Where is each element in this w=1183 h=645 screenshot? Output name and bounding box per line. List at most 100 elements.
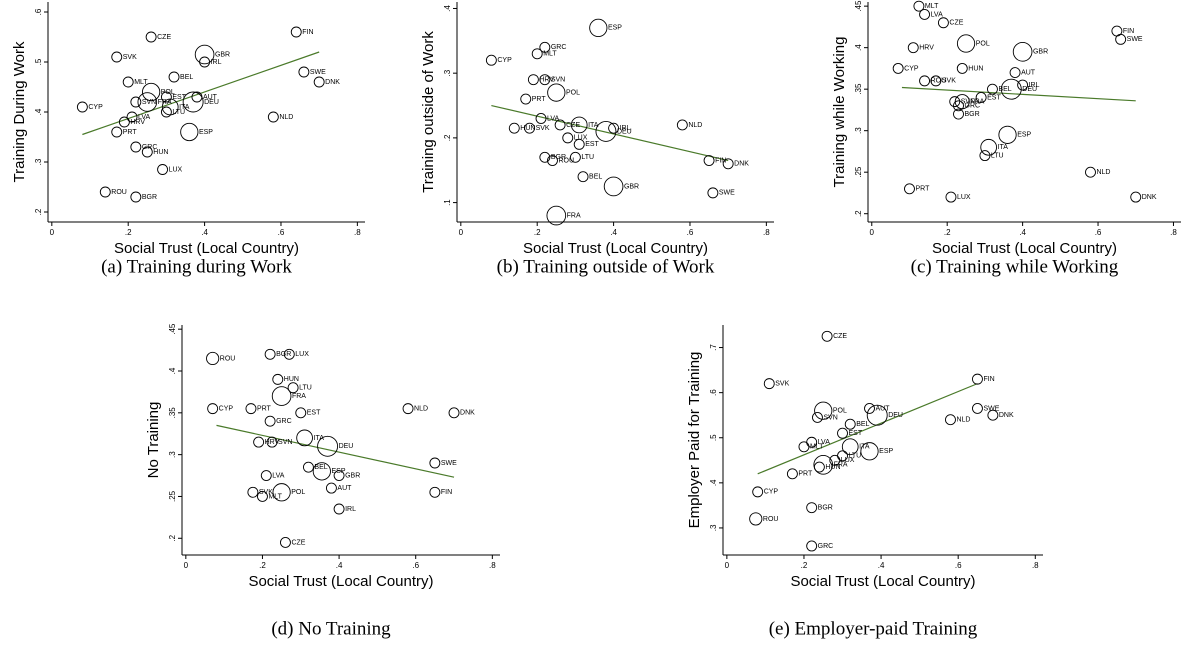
point-label: ITA bbox=[998, 144, 1009, 151]
point bbox=[763, 378, 775, 390]
y-tick-label: .25 bbox=[168, 490, 177, 502]
x-tick-label: .6 bbox=[412, 561, 419, 570]
point bbox=[608, 122, 620, 134]
point-label: BGR bbox=[276, 351, 291, 358]
point bbox=[531, 48, 543, 60]
point bbox=[707, 187, 719, 199]
point bbox=[271, 386, 292, 406]
point bbox=[180, 122, 199, 142]
point bbox=[866, 404, 888, 426]
point bbox=[972, 373, 983, 385]
point-label: ITA bbox=[179, 104, 190, 111]
point-label: BEL bbox=[856, 421, 869, 428]
y-axis-label: No Training bbox=[145, 402, 162, 479]
point-label: SWE bbox=[441, 460, 457, 467]
point-label: SVN bbox=[142, 99, 156, 106]
y-tick-label: .3 bbox=[443, 69, 452, 76]
point-label: GRC bbox=[965, 103, 981, 110]
point-label: POL bbox=[566, 89, 580, 96]
point-label: DNK bbox=[325, 79, 340, 86]
point-label: POL bbox=[833, 408, 847, 415]
y-tick-label: .45 bbox=[168, 323, 177, 335]
point bbox=[844, 418, 856, 430]
point bbox=[296, 429, 313, 447]
point-label: IRL bbox=[345, 506, 356, 513]
point bbox=[130, 96, 142, 108]
point bbox=[864, 402, 875, 414]
point bbox=[752, 486, 764, 498]
y-tick-label: .5 bbox=[709, 434, 718, 441]
point-label: SVK bbox=[775, 380, 789, 387]
x-tick-label: .4 bbox=[610, 228, 617, 237]
y-tick-label: .35 bbox=[168, 407, 177, 419]
point bbox=[812, 412, 823, 423]
point bbox=[577, 171, 589, 183]
y-tick-label: .6 bbox=[709, 389, 718, 396]
point-label: PRT bbox=[257, 405, 272, 412]
point-label: LTU bbox=[172, 109, 185, 116]
point-label: SVN bbox=[961, 98, 975, 105]
point-label: ESP bbox=[332, 468, 346, 475]
point-label: DEU bbox=[204, 99, 219, 106]
point-label: MLT bbox=[810, 444, 824, 451]
point bbox=[76, 101, 88, 113]
point bbox=[722, 158, 734, 170]
panel: 0 .2 .4 .6 .8 .3 .4 .5 .6 .7 Social Trust (Local C… bbox=[686, 325, 1043, 639]
point-label: GRC bbox=[551, 44, 567, 51]
x-tick-label: 0 bbox=[725, 561, 730, 570]
x-axis-label: Social Trust (Local Country) bbox=[523, 240, 708, 257]
point bbox=[749, 512, 763, 526]
point-label: ROU bbox=[220, 355, 236, 362]
x-tick-label: 0 bbox=[459, 228, 464, 237]
point bbox=[821, 330, 833, 342]
point-label: EST bbox=[987, 94, 1001, 101]
point bbox=[253, 436, 265, 448]
point-label: ITA bbox=[859, 444, 870, 451]
point bbox=[546, 205, 567, 226]
point bbox=[247, 486, 259, 498]
point-label: CZE bbox=[833, 333, 847, 340]
point-label: CYP bbox=[219, 405, 234, 412]
point bbox=[429, 457, 441, 469]
point-label: CYP bbox=[764, 489, 779, 496]
point bbox=[142, 82, 161, 102]
point-label: FRA bbox=[567, 212, 581, 219]
point-label: HRV bbox=[130, 119, 145, 126]
point-label: CYP bbox=[88, 104, 103, 111]
point-label: LUX bbox=[957, 194, 971, 201]
point bbox=[168, 71, 180, 83]
point-label: SVN bbox=[278, 439, 292, 446]
point-label: AUT bbox=[1021, 69, 1036, 76]
point bbox=[919, 75, 931, 87]
point bbox=[266, 436, 278, 448]
point-label: FIN bbox=[441, 489, 452, 496]
y-axis-label: Training During Work bbox=[11, 41, 28, 182]
point bbox=[1009, 67, 1021, 79]
x-tick-label: .6 bbox=[1095, 228, 1102, 237]
y-tick-label: .4 bbox=[168, 367, 177, 374]
point bbox=[194, 44, 215, 65]
point-label: IRL bbox=[1029, 82, 1040, 89]
y-tick-label: .3 bbox=[34, 158, 43, 165]
point bbox=[264, 348, 276, 360]
point bbox=[913, 0, 925, 12]
point bbox=[547, 155, 558, 166]
point bbox=[290, 26, 302, 38]
point bbox=[283, 348, 295, 360]
x-tick-label: .2 bbox=[534, 228, 541, 237]
caption: (c) Training while Working bbox=[911, 256, 1119, 277]
fit-line bbox=[757, 383, 978, 475]
point-label: ESP bbox=[608, 25, 622, 32]
point-label: ITA bbox=[588, 122, 599, 129]
point-label: BEL bbox=[998, 86, 1011, 93]
point bbox=[813, 461, 825, 473]
point-label: LVA bbox=[931, 11, 944, 18]
point bbox=[141, 146, 153, 158]
point-label: BEL bbox=[180, 74, 193, 81]
point-label: CZE bbox=[949, 20, 963, 27]
point bbox=[298, 66, 310, 78]
point-label: ROU bbox=[763, 516, 779, 523]
y-tick-label: .2 bbox=[168, 534, 177, 541]
point bbox=[949, 96, 961, 108]
